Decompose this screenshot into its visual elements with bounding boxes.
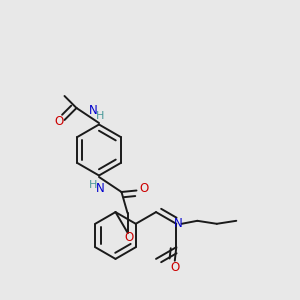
Text: N: N bbox=[173, 217, 182, 230]
Text: H: H bbox=[89, 179, 97, 190]
Text: O: O bbox=[124, 231, 134, 244]
Text: H: H bbox=[96, 111, 105, 122]
Text: O: O bbox=[170, 261, 179, 274]
Text: N: N bbox=[89, 104, 98, 118]
Text: N: N bbox=[96, 182, 105, 195]
Text: O: O bbox=[55, 115, 64, 128]
Text: O: O bbox=[140, 182, 148, 196]
